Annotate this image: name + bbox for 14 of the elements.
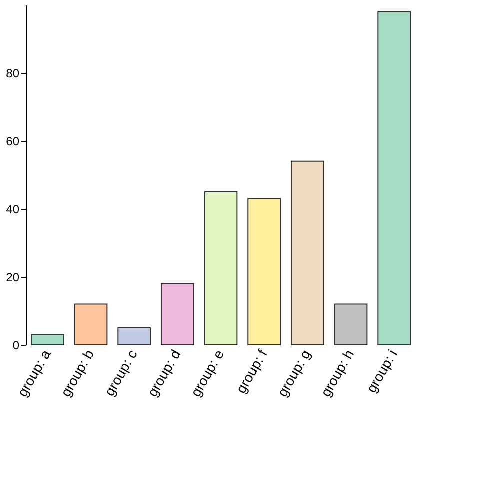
bar — [248, 198, 282, 346]
bar — [74, 304, 108, 346]
y-tick-label: 40 — [6, 202, 20, 216]
bar — [290, 160, 324, 346]
bar — [204, 192, 238, 346]
y-tick-label: 80 — [6, 66, 20, 80]
bar — [30, 334, 64, 346]
bar — [160, 283, 194, 346]
y-tick-label: 20 — [6, 270, 20, 284]
y-tick-label: 60 — [6, 134, 20, 148]
y-tick-label: 0 — [12, 338, 20, 352]
bar — [378, 11, 412, 346]
bar — [334, 304, 368, 346]
bar — [118, 328, 152, 346]
